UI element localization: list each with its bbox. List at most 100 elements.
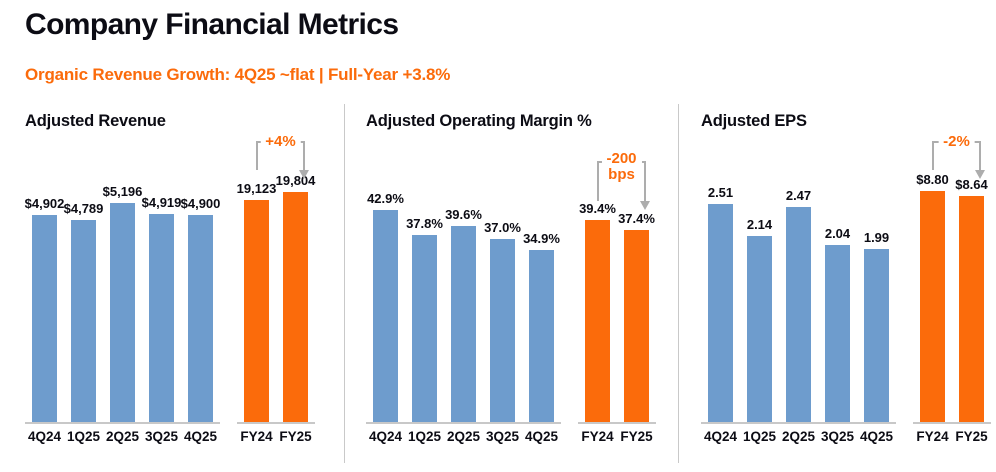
axis-category-label: 4Q25	[524, 428, 559, 444]
fiscal-year-bars-baseline: 19,123 19,804	[237, 173, 315, 424]
fiscal-year-bars-baseline: $8.80 $8.64	[913, 172, 991, 424]
chart-title: Adjusted EPS	[701, 112, 807, 130]
axis-category-label: 4Q25	[859, 428, 894, 444]
quarter-bar	[149, 213, 174, 422]
bar-column: 19,123	[237, 181, 276, 422]
bar-value-label: 2.14	[746, 216, 773, 232]
bar-value-label: $4,900	[180, 195, 221, 211]
bar-column: 39.4%	[578, 201, 617, 422]
bar-column: $4,919	[142, 195, 181, 422]
axis-category-label: FY24	[916, 428, 949, 444]
quarter-bar	[412, 234, 437, 422]
fiscal-year-bar	[283, 191, 308, 422]
quarterly-axis-labels: 4Q24 1Q25 2Q25 3Q25 4Q25	[25, 424, 220, 444]
quarter-bar	[110, 202, 135, 422]
bar-column: $5,196	[103, 184, 142, 422]
axis-category-label: 2Q25	[781, 428, 816, 444]
page-title: Company Financial Metrics	[25, 8, 399, 41]
quarterly-bars-baseline: 42.9% 37.8% 39.6% 37.0% 34.9%	[366, 191, 561, 424]
bar-value-label: 19,804	[275, 172, 316, 188]
quarterly-axis-labels: 4Q24 1Q25 2Q25 3Q25 4Q25	[366, 424, 561, 444]
chart-plot: 2.51 2.14 2.47 2.04 1.99 4Q24 1Q25 2Q25 3Q25 4Q2…	[701, 131, 996, 444]
chart-plot: $4,902 $4,789 $5,196 $4,919 $4,900 4Q24 1Q25 2…	[25, 131, 344, 444]
change-bracket-annotation: +4%	[256, 133, 309, 179]
fiscal-year-bar	[624, 229, 649, 422]
quarter-bar	[188, 214, 213, 422]
axis-category-label: 3Q25	[485, 428, 520, 444]
fiscal-year-axis-labels: FY24 FY25	[237, 424, 315, 444]
quarter-bar	[373, 209, 398, 422]
bar-column: 39.6%	[444, 207, 483, 422]
fiscal-year-axis-labels: FY24 FY25	[578, 424, 656, 444]
slide: Company Financial Metrics Organic Revenu…	[0, 8, 996, 472]
bar-value-label: 34.9%	[523, 230, 560, 246]
bar-value-label: 19,123	[236, 180, 277, 196]
bar-column: $4,789	[64, 201, 103, 422]
charts-row: Adjusted Revenue $4,902 $4,789 $5,196 $4,91…	[0, 104, 996, 463]
fiscal-year-bar-group: 39.4% 37.4% FY24 FY25	[578, 201, 656, 444]
bar-value-label: 39.4%	[579, 200, 616, 216]
bar-column: 2.51	[701, 185, 740, 422]
axis-category-label: 1Q25	[742, 428, 777, 444]
bar-column: $8.64	[952, 177, 991, 422]
change-annotation-label: +4%	[260, 133, 301, 151]
bar-column: 2.14	[740, 217, 779, 422]
quarterly-bar-group: $4,902 $4,789 $5,196 $4,919 $4,900 4Q24 1Q25 2…	[25, 184, 221, 444]
fiscal-year-bar	[920, 190, 945, 422]
bar-value-label: 39.6%	[445, 206, 482, 222]
page-subtitle: Organic Revenue Growth: 4Q25 ~flat | Ful…	[25, 65, 451, 84]
arrow-down-icon	[299, 169, 309, 179]
quarter-bar	[747, 235, 772, 422]
quarter-bar	[71, 219, 96, 422]
bar-value-label: 37.4%	[618, 210, 655, 226]
bar-value-label: $5,196	[102, 183, 143, 199]
bar-column: 37.4%	[617, 211, 656, 422]
bar-value-label: $8.80	[916, 171, 949, 187]
bar-column: 19,804	[276, 173, 315, 422]
bar-column: 2.47	[779, 188, 818, 422]
axis-category-label: FY24	[581, 428, 614, 444]
quarter-bar	[32, 214, 57, 422]
bar-value-label: 42.9%	[367, 190, 404, 206]
chart-title: Adjusted Revenue	[25, 112, 166, 130]
fiscal-year-bar	[244, 199, 269, 422]
fiscal-year-bar-group: 19,123 19,804 FY24 FY25	[237, 173, 316, 444]
bar-column: 34.9%	[522, 231, 561, 422]
fiscal-year-bar-group: $8.80 $8.64 FY24 FY25	[913, 172, 991, 444]
axis-category-label: 4Q24	[703, 428, 738, 444]
chart-plot: 42.9% 37.8% 39.6% 37.0% 34.9% 4Q24 1Q25 2Q25 3Q…	[366, 131, 678, 444]
bar-value-label: 2.51	[707, 184, 734, 200]
quarterly-bar-group: 2.51 2.14 2.47 2.04 1.99 4Q24 1Q25 2Q25 3Q25 4Q2…	[701, 185, 896, 444]
bar-column: 37.0%	[483, 220, 522, 422]
fiscal-year-bars-baseline: 39.4% 37.4%	[578, 201, 656, 424]
axis-category-label: 2Q25	[446, 428, 481, 444]
bar-value-label: 1.99	[863, 229, 890, 245]
bar-column: $4,900	[181, 196, 220, 422]
chart-panel: Adjusted Revenue $4,902 $4,789 $5,196 $4,91…	[0, 104, 344, 463]
quarter-bar	[451, 225, 476, 422]
quarterly-bars-baseline: $4,902 $4,789 $5,196 $4,919 $4,900	[25, 184, 220, 424]
arrow-down-icon	[975, 169, 985, 179]
bar-value-label: $4,902	[24, 195, 65, 211]
bar-value-label: 37.8%	[406, 215, 443, 231]
change-bracket-annotation: -2%	[932, 133, 985, 179]
bar-value-label: 2.47	[785, 187, 812, 203]
axis-category-label: FY25	[955, 428, 988, 444]
axis-category-label: FY25	[279, 428, 312, 444]
quarterly-bars-baseline: 2.51 2.14 2.47 2.04 1.99	[701, 185, 896, 424]
quarter-bar	[786, 206, 811, 422]
bar-value-label: 2.04	[824, 225, 851, 241]
axis-category-label: 4Q24	[27, 428, 62, 444]
change-annotation-label: -2%	[938, 133, 975, 151]
bar-value-label: $4,919	[141, 194, 182, 210]
bar-value-label: 37.0%	[484, 219, 521, 235]
arrow-down-icon	[640, 200, 650, 210]
axis-category-label: 1Q25	[407, 428, 442, 444]
axis-category-label: 4Q25	[183, 428, 218, 444]
quarter-bar	[529, 249, 554, 422]
bar-column: $4,902	[25, 196, 64, 422]
chart-title: Adjusted Operating Margin %	[366, 112, 592, 130]
axis-category-label: 4Q24	[368, 428, 403, 444]
quarter-bar	[864, 248, 889, 422]
fiscal-year-bar	[959, 195, 984, 422]
